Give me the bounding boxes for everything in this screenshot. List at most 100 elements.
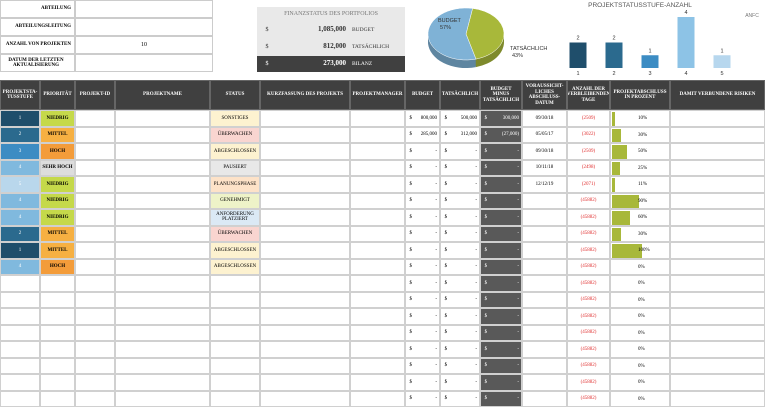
id-cell [75, 324, 115, 341]
actual-amount: - [475, 346, 477, 352]
days-cell: (45882) [567, 341, 610, 358]
currency: $ [444, 396, 448, 401]
diff-amount: - [517, 363, 519, 368]
risk-cell [670, 324, 765, 341]
budget-cell: $ - [405, 176, 440, 193]
progress-label: 0% [638, 396, 645, 402]
currency: $ [444, 363, 448, 368]
priority-cell [40, 341, 75, 358]
progress-bar [612, 227, 621, 241]
currency: $ [484, 181, 488, 187]
risk-cell [670, 275, 765, 292]
progress-label: 50% [638, 149, 648, 154]
budget-amount: - [435, 313, 437, 319]
name-cell [115, 126, 210, 143]
actual-amount: - [475, 231, 477, 236]
currency: $ [484, 264, 488, 269]
summary-cell [260, 275, 350, 292]
status-cell: ANFORDERUNG PLATZIERT [210, 209, 260, 226]
currency: $ [444, 346, 448, 352]
diff-amount: - [517, 198, 519, 203]
budget-amount: - [435, 396, 437, 401]
manager-cell [350, 390, 405, 407]
budget-cell: $ - [405, 275, 440, 292]
risk-cell [670, 176, 765, 193]
date-cell: 05/05/17 [522, 126, 567, 143]
currency: $ [484, 247, 488, 253]
diff-cell: $ - [480, 341, 522, 358]
table-header: KURZFASSUNG DES PROJEKTS [260, 80, 350, 110]
manager-cell [350, 176, 405, 193]
days-cell: (45882) [567, 225, 610, 242]
budget-amount: - [435, 165, 437, 170]
info-value [75, 18, 213, 36]
progress-cell: 90% [610, 192, 670, 209]
progress-cell: 30% [610, 225, 670, 242]
id-cell [75, 159, 115, 176]
currency: $ [484, 280, 488, 286]
manager-cell [350, 258, 405, 275]
stage-cell: 5 [0, 176, 40, 193]
budget-cell: $ - [405, 143, 440, 160]
budget-cell: $ - [405, 159, 440, 176]
info-value [75, 54, 213, 72]
bar [713, 55, 731, 68]
actual-cell: $ - [440, 242, 480, 259]
diff-cell: $ - [480, 390, 522, 407]
priority-cell: NIEDRIG [40, 209, 75, 226]
status-cell: ÜBERWACHEN [210, 126, 260, 143]
currency: $ [409, 313, 413, 319]
id-cell [75, 192, 115, 209]
progress-label: 0% [638, 363, 645, 369]
status-cell: ABGESCHLOSSEN [210, 258, 260, 275]
currency: $ [409, 148, 413, 154]
currency: $ [409, 165, 413, 170]
progress-cell: 10% [610, 110, 670, 127]
risk-cell [670, 258, 765, 275]
days-cell: (3022) [567, 126, 610, 143]
actual-cell: $ - [440, 159, 480, 176]
stage-cell [0, 275, 40, 292]
diff-amount: - [517, 280, 519, 286]
id-cell [75, 143, 115, 160]
progress-cell: 0% [610, 324, 670, 341]
diff-cell: $ - [480, 209, 522, 226]
bar [677, 17, 695, 68]
days-cell: (45882) [567, 324, 610, 341]
id-cell [75, 374, 115, 391]
pie-value-label: 43% [512, 53, 523, 59]
progress-cell: 0% [610, 341, 670, 358]
date-cell [522, 258, 567, 275]
diff-amount: - [517, 181, 519, 187]
status-cell: ABGESCHLOSSEN [210, 242, 260, 259]
id-cell [75, 176, 115, 193]
risk-cell [670, 159, 765, 176]
actual-cell: $ - [440, 275, 480, 292]
status-cell [210, 390, 260, 407]
currency: $ [409, 132, 413, 137]
name-cell [115, 308, 210, 325]
currency: $ [444, 214, 448, 220]
diff-amount: - [517, 330, 519, 335]
budget-amount: - [435, 330, 437, 335]
budget-amount: - [435, 198, 437, 203]
progress-bar [612, 244, 642, 258]
name-cell [115, 225, 210, 242]
actual-cell: $ - [440, 258, 480, 275]
x-tick-label: 3 [648, 71, 651, 77]
stage-cell: 2 [0, 126, 40, 143]
summary-cell [260, 291, 350, 308]
budget-amount: - [435, 363, 437, 368]
stage-cell [0, 357, 40, 374]
currency: $ [444, 165, 448, 170]
budget-cell: $ - [405, 374, 440, 391]
progress-cell: 0% [610, 374, 670, 391]
name-cell [115, 341, 210, 358]
actual-amount: - [475, 330, 477, 335]
stage-cell [0, 390, 40, 407]
risk-cell [670, 192, 765, 209]
priority-cell [40, 374, 75, 391]
days-cell: (2509) [567, 143, 610, 160]
currency: $ [444, 280, 448, 286]
stage-cell: 4 [0, 258, 40, 275]
